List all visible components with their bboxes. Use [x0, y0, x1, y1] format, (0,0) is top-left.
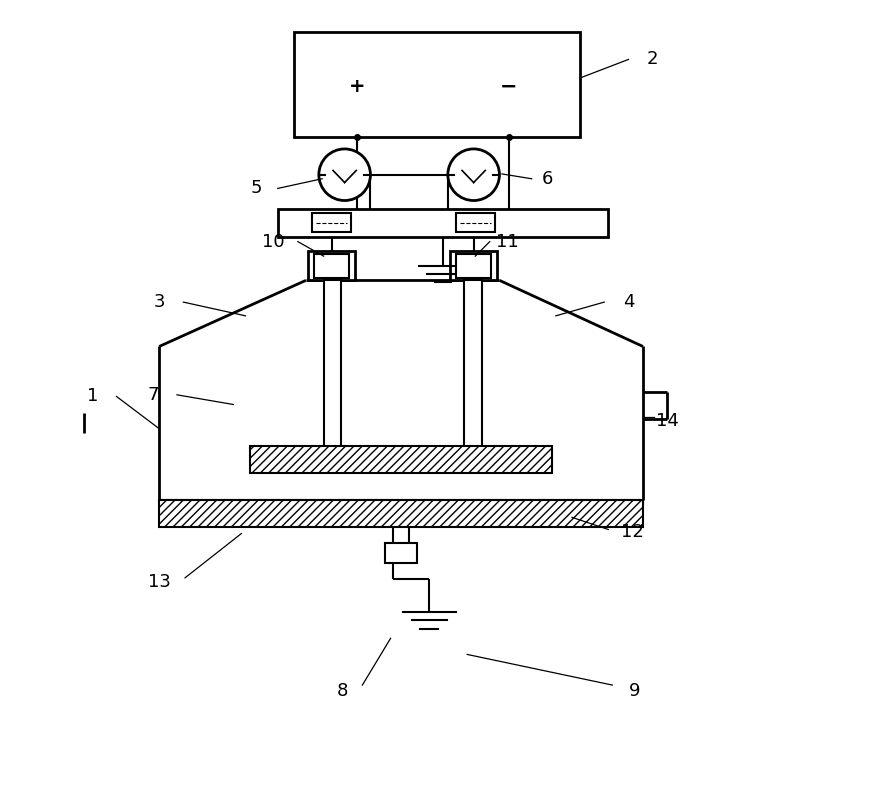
Text: 12: 12: [621, 523, 644, 541]
Bar: [323, 281, 341, 456]
Text: 6: 6: [542, 170, 554, 188]
Text: 14: 14: [656, 412, 679, 430]
Bar: [159, 500, 643, 527]
Text: 5: 5: [250, 180, 261, 197]
Bar: [250, 447, 552, 473]
Bar: [294, 32, 580, 137]
Bar: [308, 252, 355, 281]
Bar: [313, 214, 351, 232]
Text: 9: 9: [629, 682, 641, 700]
Text: −: −: [500, 77, 517, 96]
Text: 8: 8: [337, 682, 348, 700]
Bar: [385, 543, 417, 563]
Bar: [456, 214, 494, 232]
Text: 11: 11: [496, 233, 519, 251]
Text: 10: 10: [262, 233, 285, 251]
Text: 7: 7: [147, 386, 159, 404]
Text: 4: 4: [623, 293, 634, 311]
Circle shape: [447, 149, 500, 201]
Text: +: +: [348, 77, 365, 96]
Text: 1: 1: [87, 388, 98, 405]
Bar: [456, 254, 492, 278]
Bar: [450, 252, 497, 281]
Bar: [314, 254, 349, 278]
Text: 3: 3: [153, 293, 165, 311]
Text: 13: 13: [148, 573, 171, 591]
Text: 2: 2: [647, 50, 658, 69]
Bar: [464, 281, 482, 456]
Circle shape: [319, 149, 370, 201]
Bar: [277, 210, 609, 237]
